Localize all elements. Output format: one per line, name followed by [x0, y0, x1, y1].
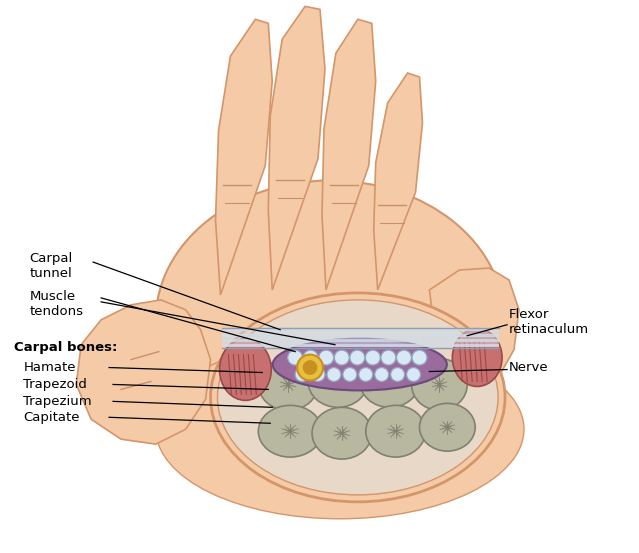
Circle shape — [297, 354, 323, 380]
Ellipse shape — [210, 293, 505, 502]
Circle shape — [288, 350, 303, 365]
Text: Nerve: Nerve — [509, 361, 549, 374]
Text: Trapezoid: Trapezoid — [24, 378, 88, 391]
Circle shape — [381, 350, 396, 365]
Ellipse shape — [156, 340, 524, 519]
Circle shape — [359, 368, 373, 382]
Ellipse shape — [273, 338, 447, 390]
Text: Trapezium: Trapezium — [24, 395, 92, 408]
Circle shape — [327, 368, 341, 382]
Circle shape — [295, 368, 309, 382]
Ellipse shape — [366, 405, 426, 457]
Text: Muscle
tendons: Muscle tendons — [29, 290, 84, 318]
Polygon shape — [215, 19, 272, 295]
Text: Carpal bones:: Carpal bones: — [13, 341, 117, 354]
Circle shape — [374, 368, 389, 382]
Circle shape — [304, 350, 318, 365]
Circle shape — [406, 368, 420, 382]
Text: Capitate: Capitate — [24, 411, 80, 424]
Circle shape — [334, 350, 350, 365]
Polygon shape — [322, 19, 376, 290]
Polygon shape — [76, 300, 210, 444]
Ellipse shape — [312, 408, 372, 459]
Circle shape — [412, 350, 427, 365]
Circle shape — [366, 350, 380, 365]
Ellipse shape — [220, 338, 271, 400]
Text: Hamate: Hamate — [24, 361, 76, 374]
Circle shape — [350, 350, 365, 365]
Ellipse shape — [308, 356, 368, 408]
Circle shape — [311, 368, 325, 382]
Text: Flexor
retinaculum: Flexor retinaculum — [509, 308, 589, 336]
Ellipse shape — [360, 356, 419, 408]
Polygon shape — [268, 7, 325, 290]
Circle shape — [343, 368, 357, 382]
Circle shape — [390, 368, 404, 382]
Ellipse shape — [452, 328, 502, 387]
Ellipse shape — [258, 358, 318, 410]
Text: Carpal
tunnel: Carpal tunnel — [29, 252, 73, 280]
Ellipse shape — [258, 405, 322, 457]
Polygon shape — [374, 73, 422, 290]
Ellipse shape — [419, 403, 475, 451]
Ellipse shape — [156, 180, 504, 459]
Polygon shape — [429, 268, 519, 388]
Circle shape — [319, 350, 334, 365]
Circle shape — [303, 361, 317, 374]
Circle shape — [396, 350, 412, 365]
Ellipse shape — [412, 358, 467, 410]
Ellipse shape — [217, 300, 498, 495]
